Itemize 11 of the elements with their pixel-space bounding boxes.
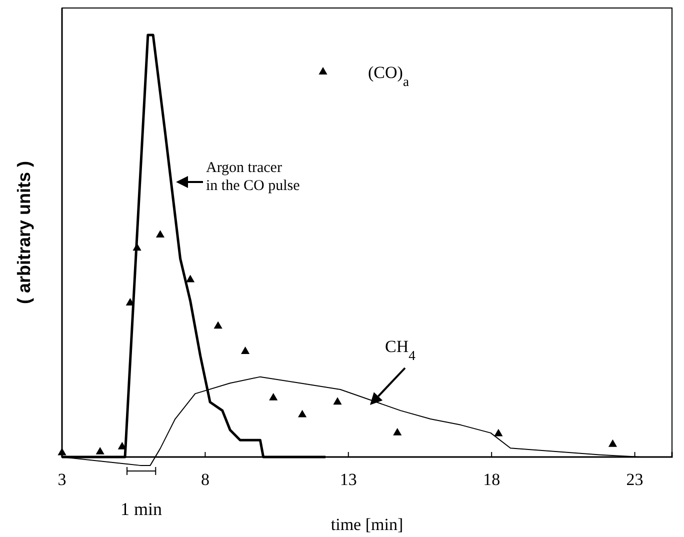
y-axis-title: ( arbitrary units ) xyxy=(14,160,34,304)
x-tick-label: 18 xyxy=(483,470,500,490)
x-axis-title: time [min] xyxy=(330,515,404,534)
text: 1 min xyxy=(120,499,162,519)
x-tick-label: 3 xyxy=(58,470,66,490)
x-tick-label: 23 xyxy=(626,470,644,490)
x-tick-label: 13 xyxy=(340,470,357,490)
text: CH$_{4}$ xyxy=(385,337,416,362)
legend-label: (CO)$_{a}$ xyxy=(368,63,409,88)
x-tick-label: 8 xyxy=(200,470,210,490)
legend-label: Argon tracer in the CO pulse xyxy=(206,160,300,194)
